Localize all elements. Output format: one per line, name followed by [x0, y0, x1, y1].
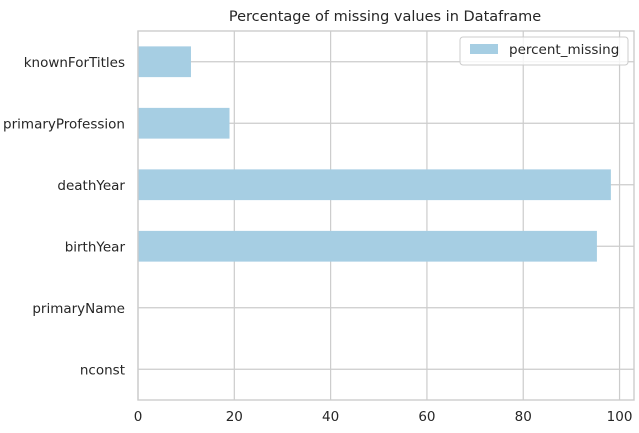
legend-swatch [470, 44, 498, 54]
x-tick-label: 20 [226, 409, 243, 425]
bar [138, 230, 597, 262]
y-tick-label: deathYear [57, 178, 125, 194]
chart-title: Percentage of missing values in Datafram… [229, 9, 541, 25]
bar [138, 107, 230, 139]
x-tick-label: 40 [322, 409, 339, 425]
y-tick-label: nconst [80, 362, 125, 378]
y-tick-labels: nconst primaryName birthYear deathYear prima… [3, 55, 125, 379]
bars [138, 46, 611, 262]
x-tick-label: 0 [134, 409, 143, 425]
x-tick-label: 60 [418, 409, 435, 425]
legend-frame [459, 36, 629, 66]
y-tick-label: primaryName [32, 301, 125, 317]
plot-frame [137, 30, 635, 401]
y-tick-label: knownForTitles [24, 55, 125, 71]
y-tick-label: primaryProfession [3, 116, 125, 132]
y-tick-label: birthYear [65, 239, 126, 255]
legend-label: percent_missing [509, 42, 619, 58]
x-tick-label: 80 [515, 409, 532, 425]
x-tick-label: 100 [607, 409, 633, 425]
x-tick-labels: 0 20 40 60 80 100 [134, 409, 633, 425]
legend: percent_missing [459, 36, 629, 66]
bar [138, 46, 191, 78]
bar [138, 169, 611, 201]
